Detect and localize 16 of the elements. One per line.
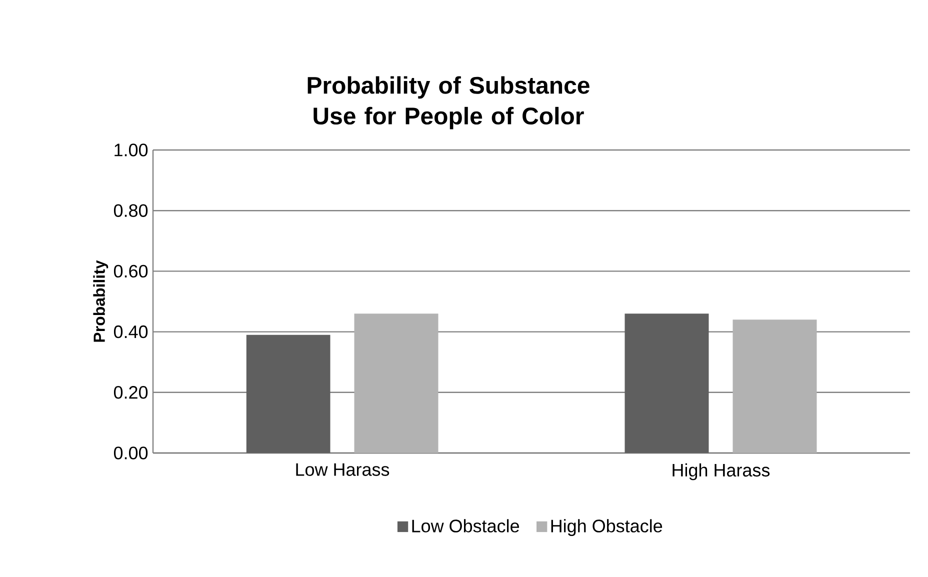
x-tick-label: Low Harass (296, 463, 390, 476)
y-tick-label: 0.00 (114, 446, 148, 460)
y-axis-title: Probability (93, 260, 108, 342)
bar (624, 314, 709, 453)
y-tick-label: 0.60 (114, 264, 148, 278)
bar (732, 320, 817, 453)
y-tick-label: 1.00 (114, 144, 148, 156)
y-tick-label: 0.80 (114, 204, 148, 217)
legend-label: Low Obstacle (412, 519, 520, 532)
bar (354, 314, 438, 453)
bar (246, 334, 330, 453)
y-tick-label: 0.40 (114, 325, 148, 338)
chart-title: Probability of Substance Use for People of Color (308, 76, 590, 130)
y-tick-label: 0.20 (114, 386, 148, 399)
x-tick-label: High Harass (672, 463, 770, 480)
legend-label: High Obstacle (551, 519, 662, 536)
